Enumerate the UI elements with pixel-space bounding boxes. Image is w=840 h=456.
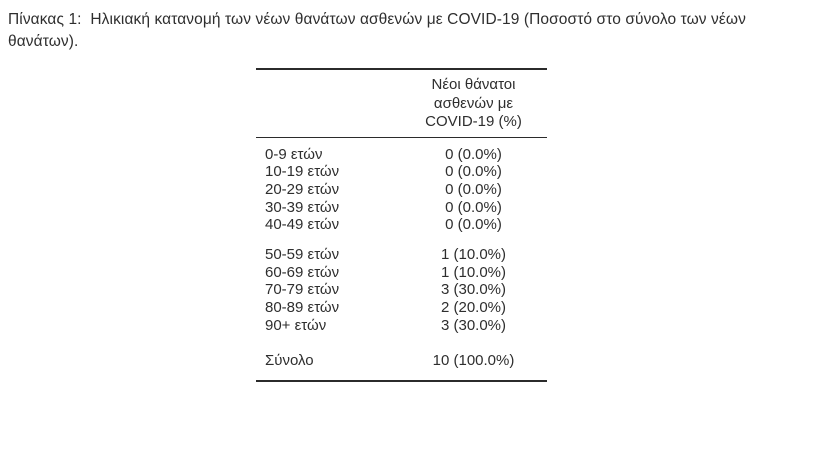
table-row-group: 0-9 ετών 0 (0.0%) 10-19 ετών 0 (0.0%) 20-29 … xyxy=(256,146,547,235)
row-label: Σύνολο xyxy=(265,351,314,369)
row-value: 0 (0.0%) xyxy=(445,145,502,163)
table-row: 40-49 ετών 0 (0.0%) xyxy=(256,216,547,234)
row-label: 20-29 ετών xyxy=(265,180,340,198)
row-value: 3 (30.0%) xyxy=(440,281,507,299)
table-body: 0-9 ετών 0 (0.0%) 10-19 ετών 0 (0.0%) 20-29 … xyxy=(256,138,547,381)
table-row: 80-89 ετών 2 (20.0%) xyxy=(256,299,547,317)
header-line: Νέοι θάνατοι xyxy=(431,76,516,93)
row-label: 60-69 ετών xyxy=(265,263,340,281)
row-value: 0 (0.0%) xyxy=(445,198,502,216)
row-label: 80-89 ετών xyxy=(265,299,340,317)
row-label: 50-59 ετών xyxy=(265,246,340,264)
row-value: 3 (30.0%) xyxy=(440,316,507,334)
table-row-group: Σύνολο 10 (100.0%) xyxy=(256,352,547,370)
row-label: 10-19 ετών xyxy=(265,163,340,181)
table-row: 10-19 ετών 0 (0.0%) xyxy=(256,163,547,181)
value-column-header: Νέοι θάνατοι ασθενών με COVID-19 (%) xyxy=(400,76,547,132)
row-value: 0 (0.0%) xyxy=(445,163,502,181)
row-label: 0-9 ετών xyxy=(265,145,323,163)
age-distribution-table: Νέοι θάνατοι ασθενών με COVID-19 (%) 0-9 ε… xyxy=(256,68,547,383)
table-header-row: Νέοι θάνατοι ασθενών με COVID-19 (%) xyxy=(256,70,547,138)
table-row: 60-69 ετών 1 (10.0%) xyxy=(256,264,547,282)
table-row: Σύνολο 10 (100.0%) xyxy=(256,352,547,370)
row-value: 0 (0.0%) xyxy=(445,216,502,234)
row-value: 1 (10.0%) xyxy=(440,263,507,281)
header-line: ασθενών με xyxy=(433,94,514,112)
row-value: 10 (100.0%) xyxy=(432,351,515,369)
table-row: 0-9 ετών 0 (0.0%) xyxy=(256,146,547,164)
row-label: 30-39 ετών xyxy=(265,198,340,216)
row-label: 70-79 ετών xyxy=(265,281,340,299)
row-value: 1 (10.0%) xyxy=(440,246,507,264)
table-row: 70-79 ετών 3 (30.0%) xyxy=(256,281,547,299)
row-label: 90+ ετών xyxy=(265,316,327,334)
row-value: 2 (20.0%) xyxy=(440,299,507,317)
row-label: 40-49 ετών xyxy=(265,216,340,234)
table-caption: Πίνακας 1: Ηλικιακή κατανομή των νέων θα… xyxy=(8,11,751,50)
table-row-group: 50-59 ετών 1 (10.0%) 60-69 ετών 1 (10.0%) 70… xyxy=(256,246,547,335)
table-row: 20-29 ετών 0 (0.0%) xyxy=(256,181,547,199)
header-line: COVID-19 (%) xyxy=(425,113,522,130)
table-row: 50-59 ετών 1 (10.0%) xyxy=(256,246,547,264)
row-value: 0 (0.0%) xyxy=(445,180,502,198)
table-row: 90+ ετών 3 (30.0%) xyxy=(256,317,547,335)
table-row: 30-39 ετών 0 (0.0%) xyxy=(256,199,547,217)
